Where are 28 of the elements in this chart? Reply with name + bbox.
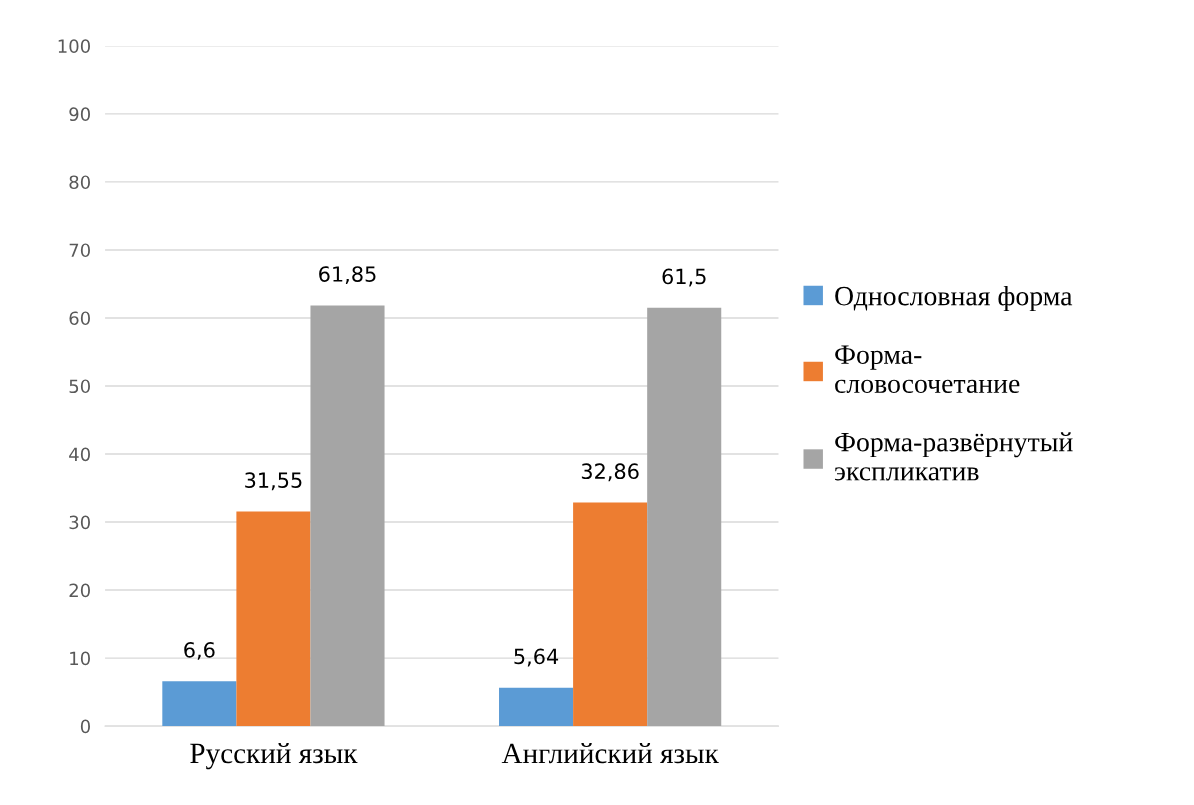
y-tick-label: 80 (69, 175, 90, 190)
legend-label: Форма-словосочетание (835, 345, 1020, 394)
x-tick-label: Английский язык (501, 743, 719, 764)
bar (573, 502, 648, 727)
y-tick-label: 70 (69, 243, 90, 258)
data-label: 5,64 (514, 648, 559, 667)
bar (162, 681, 237, 727)
legend-label: Форма-развёрнутый экспликатив (834, 432, 1073, 481)
y-tick-label: 60 (69, 311, 90, 326)
data-label: 32,86 (581, 463, 639, 482)
y-tick-label: 30 (69, 515, 90, 530)
legend-label: Однословная форма (835, 285, 1073, 312)
y-tick-label: 0 (80, 719, 90, 734)
y-tick-label: 40 (69, 447, 90, 462)
y-tick-label: 50 (69, 379, 90, 394)
y-tick-label: 100 (58, 39, 90, 53)
data-label: 31,55 (245, 472, 302, 491)
x-tick-label: Русский язык (190, 742, 358, 770)
bar (310, 305, 385, 727)
bar (647, 307, 722, 727)
y-tick-label: 20 (69, 583, 90, 598)
data-label: 6,6 (184, 641, 215, 660)
bar (499, 687, 574, 727)
data-label: 61,5 (662, 268, 706, 287)
y-tick-label: 10 (70, 651, 90, 666)
data-label: 61,85 (319, 266, 376, 285)
bar (236, 511, 311, 727)
y-tick-label: 90 (69, 107, 90, 122)
